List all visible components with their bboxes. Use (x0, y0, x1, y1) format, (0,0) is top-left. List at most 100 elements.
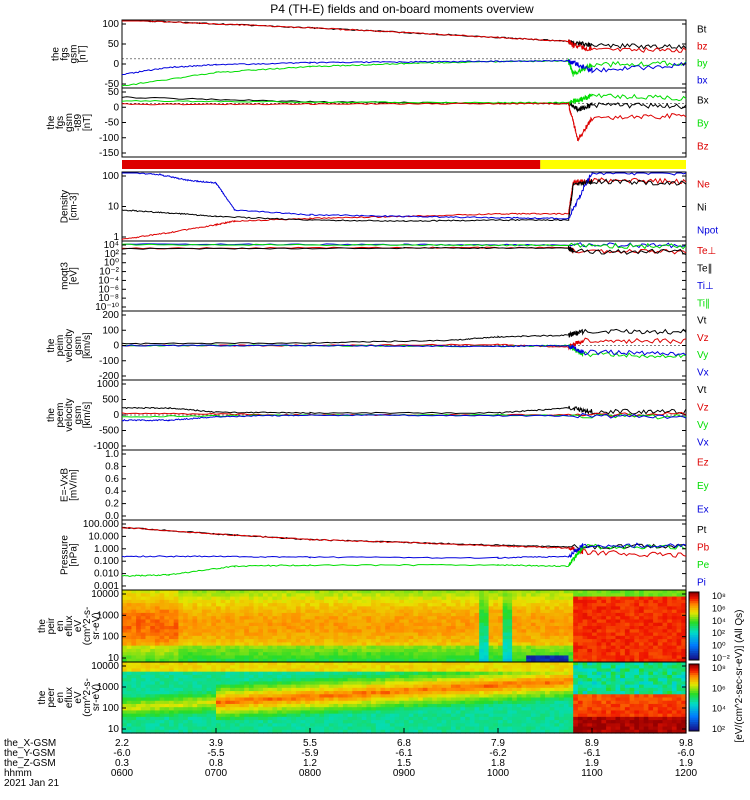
peir_spec-cell (441, 645, 447, 650)
peer_spec-cell (300, 687, 306, 692)
peir_spec-cell (451, 629, 457, 634)
peir_spec-cell (610, 635, 617, 640)
peir_spec-cell (451, 609, 457, 614)
peir_spec-cell (643, 629, 649, 634)
peer_spec-cell (154, 674, 161, 679)
peer_spec-cell (230, 687, 236, 692)
peer_spec-cell (512, 694, 518, 699)
peer_spec-cell (422, 684, 429, 689)
peer_spec-cell (333, 674, 339, 679)
peir_spec-cell (657, 612, 664, 617)
peer_spec-cell (178, 723, 184, 728)
peer_spec-cell (319, 678, 325, 682)
peer_spec-cell (211, 694, 217, 699)
peer_spec-cell (516, 694, 523, 699)
peer_spec-cell (131, 671, 137, 676)
peir_spec-cell (239, 596, 245, 601)
peir_spec-cell (460, 639, 466, 643)
peer_spec-cell (432, 691, 438, 695)
density-ylabel: [cm-3] (69, 192, 80, 220)
peer_spec-cell (474, 665, 480, 670)
peir_spec-cell (328, 619, 335, 624)
peer_spec-cell (319, 707, 325, 712)
peir_spec-cell (422, 612, 429, 617)
peer_spec-cell (291, 697, 297, 702)
peir_spec-cell (122, 639, 128, 643)
peer_spec-cell (488, 665, 494, 670)
peir_spec-cell (253, 645, 259, 650)
peer_spec-cell (371, 681, 377, 686)
peer_spec-cell (154, 694, 161, 699)
peer_spec-cell (291, 720, 297, 724)
peir_spec-cell (413, 619, 419, 624)
peir_spec-cell (192, 606, 198, 611)
peir_spec-cell (328, 622, 335, 627)
peir_spec-cell (145, 590, 151, 594)
peer_spec-cell (277, 684, 283, 689)
peir_spec-cell (427, 658, 433, 663)
peer_spec-cell (530, 662, 537, 666)
peir_spec-cell (601, 639, 607, 643)
peir_spec-colorbar-cell (689, 594, 699, 598)
peer_spec-cell (554, 665, 560, 670)
peir_spec-ytick: 10 (108, 653, 120, 664)
peir_spec-cell (342, 622, 349, 627)
peer_spec-cell (530, 707, 537, 712)
peir_spec-cell (211, 652, 217, 657)
fgs_gsm_t89-legend-item: By (697, 119, 709, 130)
peer_spec-cell (474, 710, 480, 715)
peer_spec-cell (248, 691, 255, 695)
peir_spec-cell (460, 599, 466, 604)
peir_spec-cell (596, 658, 602, 663)
peir_spec-cell (512, 658, 518, 663)
peer_spec-cell (347, 671, 353, 676)
peer_spec-cell (422, 662, 429, 666)
peer_spec-cell (230, 694, 236, 699)
peir_spec-cell (559, 629, 565, 634)
peer_spec-cell (314, 662, 320, 666)
peir_spec-cell (657, 599, 664, 604)
peer_spec-cell (498, 723, 504, 728)
peir_spec-cell (521, 612, 527, 617)
peir_spec-cell (399, 632, 405, 637)
peer_spec-cell (394, 691, 400, 695)
peir_spec-cell (244, 652, 250, 657)
peir_spec-cell (201, 590, 208, 594)
peir_spec-cell (563, 622, 570, 627)
peer_spec-cell (498, 720, 504, 724)
peer_spec-cell (253, 681, 259, 686)
peer_spec-cell (277, 697, 283, 702)
peer_spec-cell (244, 665, 250, 670)
peir_spec-cell (643, 632, 649, 637)
peer_spec-cell (436, 691, 443, 695)
peer_spec-cell (154, 700, 161, 705)
peir_spec-cell (399, 599, 405, 604)
peir_spec-cell (328, 593, 335, 598)
peer_spec-cell (375, 674, 382, 679)
peir_spec-cell (530, 629, 537, 634)
peer_spec-cell (389, 713, 396, 718)
peir_spec-cell (305, 655, 311, 660)
peir_spec-cell (192, 619, 198, 624)
peir_spec-cell (206, 645, 212, 650)
peer_spec-cell (197, 716, 203, 721)
peir_spec-cell (488, 626, 494, 630)
peir_spec-cell (201, 612, 208, 617)
peir_spec-cell (380, 596, 386, 601)
peir_spec-cell (291, 652, 297, 657)
peir_spec-cell (385, 632, 391, 637)
peer_spec-cell (244, 668, 250, 673)
peer_spec-cell (507, 674, 513, 679)
peir_spec-cell (352, 639, 358, 643)
peer_spec-cell (371, 720, 377, 724)
peir_spec-cell (173, 596, 179, 601)
peir_spec-cell (460, 658, 466, 663)
peer_spec-cell (164, 674, 170, 679)
peer_spec-cell (211, 691, 217, 695)
peer_spec-cell (136, 726, 142, 731)
pressure-ytick: 0.001 (94, 581, 119, 592)
peer_spec-cell (394, 687, 400, 692)
peir_spec-cell (573, 655, 579, 660)
peir_spec-cell (244, 639, 250, 643)
peir_spec-cell (629, 622, 635, 627)
